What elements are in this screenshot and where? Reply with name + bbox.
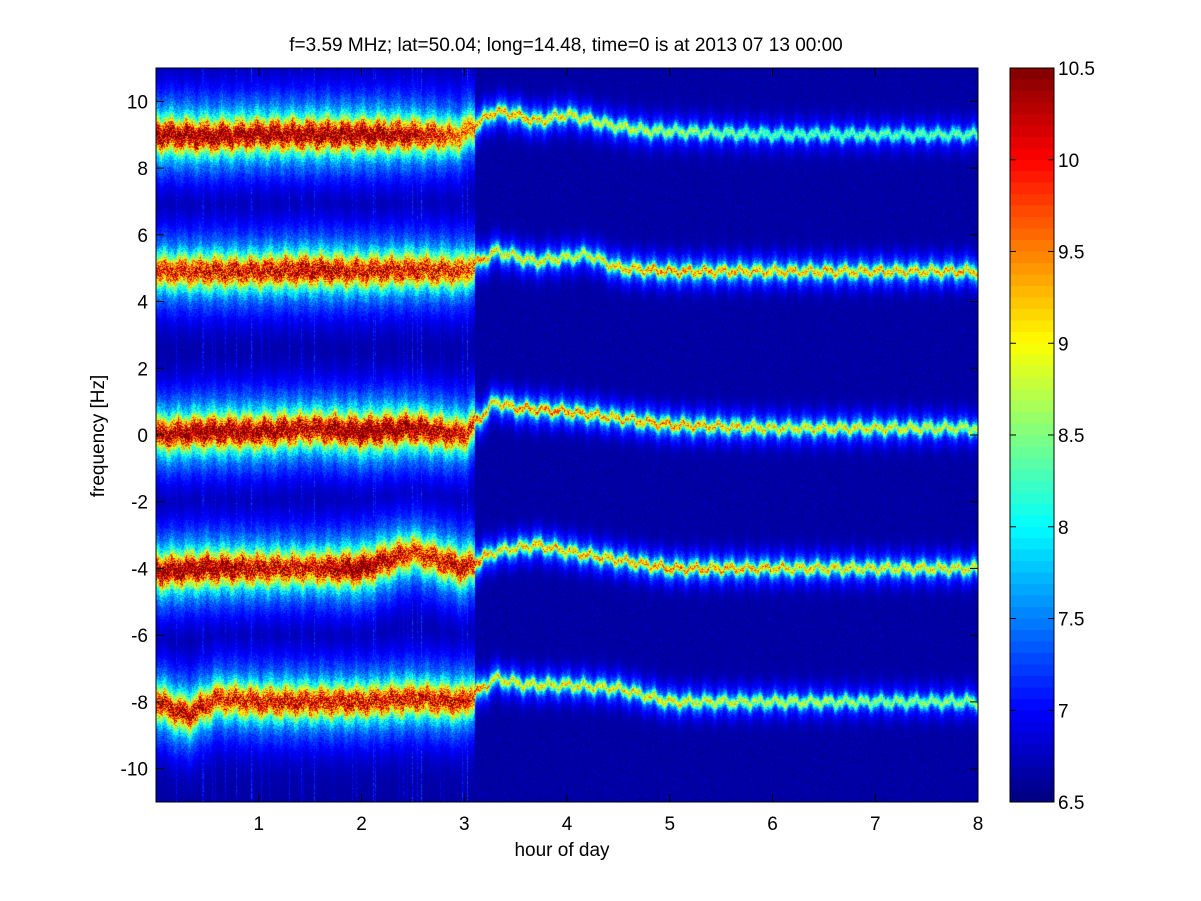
colorbar-tick-label: 7	[1058, 701, 1069, 722]
y-tick-label: 0	[137, 426, 148, 447]
colorbar-tick-label: 7.5	[1058, 610, 1084, 631]
x-tick-label: 1	[253, 814, 264, 835]
colorbar-tick-label: 9.5	[1058, 243, 1084, 264]
colorbar-tick-label: 8.5	[1058, 426, 1084, 447]
y-axis-label: frequency [Hz]	[88, 375, 109, 498]
colorbar-gradient	[1010, 68, 1054, 802]
y-tick-label: 2	[137, 359, 148, 380]
colorbar: 6.5 7 7.5 8 8.5 9 9.5 10 10.5	[1009, 59, 1095, 814]
y-tick-label: -8	[131, 693, 148, 714]
colorbar-tick-label: 8	[1058, 518, 1069, 539]
x-axis-label: hour of day	[514, 840, 610, 861]
chart-title: f=3.59 MHz; lat=50.04; long=14.48, time=…	[289, 35, 843, 56]
colorbar-tick-label: 10.5	[1058, 59, 1095, 80]
x-tick-label: 8	[973, 814, 984, 835]
colorbar-ticks: 6.5 7 7.5 8 8.5 9 9.5 10 10.5	[1010, 59, 1095, 814]
x-tick-label: 2	[356, 814, 367, 835]
x-axis-ticks: 1 2 3 4 5 6 7 8	[253, 68, 983, 835]
y-tick-label: 4	[137, 293, 148, 314]
y-tick-label: -10	[121, 760, 148, 781]
y-tick-label: 6	[137, 226, 148, 247]
y-tick-label: -6	[131, 626, 148, 647]
y-tick-label: -2	[131, 493, 148, 514]
heatmap-image	[156, 68, 978, 802]
x-tick-label: 3	[459, 814, 470, 835]
y-axis-ticks: -10 -8 -6 -4 -2 0 2 4 6 8 10	[121, 92, 978, 781]
colorbar-tick-label: 6.5	[1058, 793, 1084, 814]
colorbar-tick-label: 9	[1058, 334, 1069, 355]
x-tick-label: 4	[562, 814, 573, 835]
colorbar-tick-label: 10	[1058, 151, 1079, 172]
plot-area: 1 2 3 4 5 6 7 8 -10 -8 -6 -4 -2 0 2 4 6 8 10	[121, 67, 983, 835]
x-tick-label: 7	[870, 814, 881, 835]
y-tick-label: 10	[127, 92, 148, 113]
y-tick-label: -4	[131, 559, 148, 580]
y-tick-label: 8	[137, 159, 148, 180]
x-tick-label: 5	[664, 814, 675, 835]
x-tick-label: 6	[767, 814, 778, 835]
